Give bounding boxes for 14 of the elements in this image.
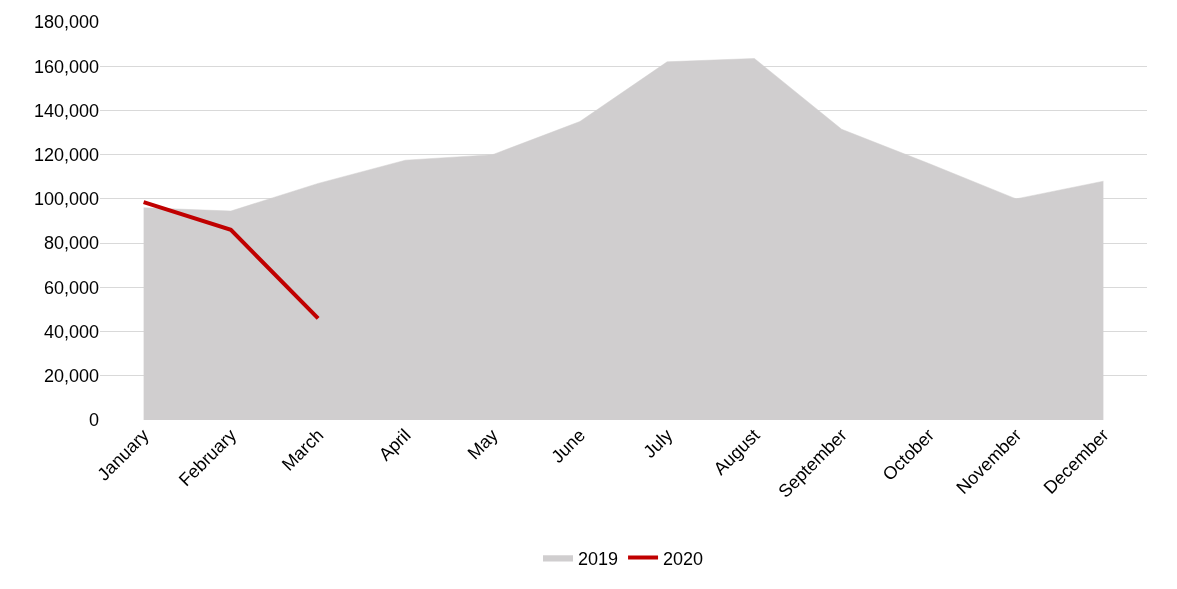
- y-tick-label: 80,000: [43, 233, 99, 254]
- y-tick-label: 60,000: [43, 277, 99, 298]
- y-tick-label: 0: [88, 410, 99, 431]
- x-tick-label: July: [639, 425, 677, 462]
- y-tick-label: 20,000: [43, 366, 99, 387]
- y-tick-label: 100,000: [33, 189, 99, 210]
- y-tick-label: 40,000: [43, 321, 99, 342]
- y-tick-label: 180,000: [33, 12, 99, 33]
- x-tick-label: May: [463, 425, 502, 464]
- y-tick-label: 120,000: [33, 144, 99, 165]
- legend-label: 2020: [663, 548, 704, 569]
- y-tick-label: 160,000: [33, 56, 99, 77]
- y-tick-label: 140,000: [33, 100, 99, 121]
- legend-label: 2019: [578, 548, 619, 569]
